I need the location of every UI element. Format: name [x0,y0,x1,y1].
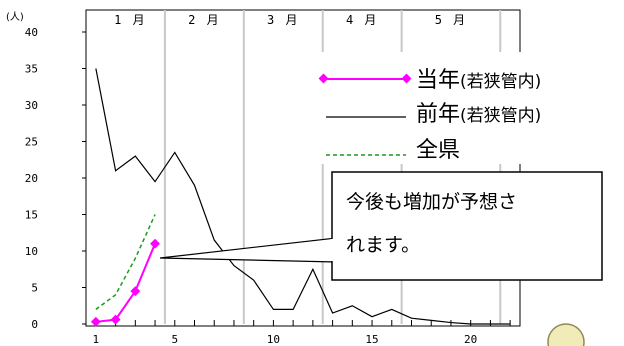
legend-background [312,52,618,164]
y-tick-label: 30 [25,99,38,112]
month-label: 2 月 [188,13,220,27]
month-label: 3 月 [267,13,299,27]
x-tick-label: 5 [171,333,178,346]
month-label: 1 月 [114,13,146,27]
month-label: 5 月 [435,13,467,27]
data-point-current-year [150,238,160,249]
x-tick-label: 20 [464,333,477,346]
legend-suffix-current-year: (若狭管内) [460,72,541,92]
y-tick-label: 5 [31,282,38,295]
legend-label-prefecture: 全県 [416,138,460,163]
x-tick-label: 1 [93,333,100,346]
y-tick-label: 10 [25,245,38,258]
legend-label-previous-year: 前年 [416,102,460,127]
x-axis: 1 5 10 15 20 [93,320,511,346]
y-tick-label: 15 [25,209,38,222]
y-axis-unit: (人) [6,11,24,23]
legend-label-current-year: 当年 [416,68,460,93]
month-label: 4 月 [346,13,378,27]
y-tick-label: 40 [25,26,38,39]
callout-text-line2: れます。 [346,234,420,256]
callout-text-line1: 今後も増加が予想さ [346,191,517,213]
y-tick-label: 20 [25,172,38,185]
x-tick-label: 10 [267,333,280,346]
y-axis: 0 5 10 15 20 25 30 35 40 [25,26,86,331]
x-tick-label: 15 [365,333,378,346]
legend: 当年 (若狭管内) 前年 (若狭管内) 全県 [312,52,618,164]
data-point-current-year [130,286,141,297]
month-labels: 1 月 2 月 3 月 4 月 5 月 [114,13,467,27]
y-tick-label: 0 [31,318,38,331]
series-line-current-year [95,243,156,323]
legend-suffix-previous-year: (若狭管内) [460,106,541,126]
corner-circle-decoration [547,323,585,346]
y-tick-label: 25 [25,136,38,149]
series-line-prefecture [95,214,156,311]
callout: 今後も増加が予想さ れます。 [159,171,603,281]
callout-box [331,171,603,281]
series-layer [90,68,511,327]
y-tick-label: 35 [25,63,38,76]
series-line-previous-year [95,68,511,325]
